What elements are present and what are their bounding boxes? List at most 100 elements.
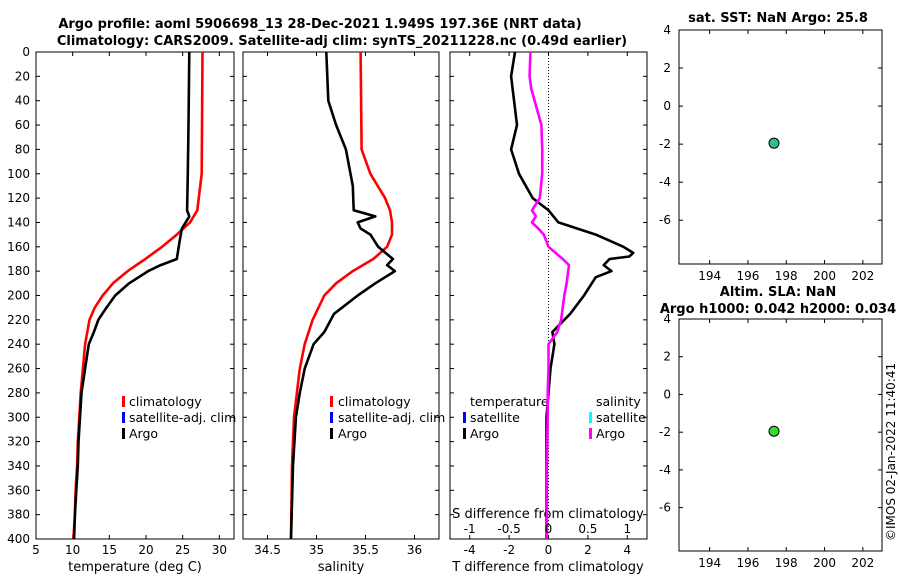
y-tick-label: -4 <box>659 463 671 477</box>
y-tick-label: 120 <box>7 191 30 205</box>
y-tick-label: 340 <box>7 459 30 473</box>
legend-label-sal-argo: Argo <box>596 426 625 441</box>
y-tick-label: 200 <box>7 289 30 303</box>
series-line-Argo <box>72 51 191 540</box>
x-tick-label: 2 <box>584 543 592 557</box>
y-tick-label: 180 <box>7 264 30 278</box>
series-line-climatology <box>289 51 394 540</box>
legend-marker-temp-argo <box>463 428 466 439</box>
legend-marker-sal-argo <box>589 428 592 439</box>
x-tick-label: -4 <box>464 543 476 557</box>
altim-panel-title-line2: Argo h1000: 0.042 h2000: 0.034 <box>660 302 896 317</box>
x-tick-label: 196 <box>736 556 759 570</box>
x-top-tick-label: -0.5 <box>497 522 520 536</box>
x-tick-label: 198 <box>775 269 798 283</box>
y-tick-label: 280 <box>7 386 30 400</box>
x-tick-label: 25 <box>175 543 190 557</box>
y-tick-label: 380 <box>7 508 30 522</box>
legend-label-argo: Argo <box>338 426 367 441</box>
x-tick-label: 194 <box>698 269 721 283</box>
y-tick-label: -2 <box>659 137 671 151</box>
legend-marker-satellite <box>330 412 333 423</box>
series-line-Argo <box>289 51 397 540</box>
y-tick-label: 0 <box>663 99 671 113</box>
legend-marker-argo <box>122 428 125 439</box>
x-tick-label: 30 <box>212 543 227 557</box>
y-tick-label: 4 <box>663 23 671 37</box>
legend-label-satellite: satellite-adj. clim <box>129 410 236 425</box>
x-tick-label: 35.5 <box>352 543 379 557</box>
x-tick-label: 194 <box>698 556 721 570</box>
y-tick-label: 60 <box>15 118 30 132</box>
series-line-climatology <box>72 51 204 540</box>
altim-panel-title-line1: Altim. SLA: NaN <box>720 285 836 300</box>
x-tick-label: 20 <box>138 543 153 557</box>
x-tick-label: 198 <box>775 556 798 570</box>
scatter-panel-SST <box>678 29 883 265</box>
legend-label-sal-satellite: satellite <box>596 410 646 425</box>
y-tick-label: 80 <box>15 142 30 156</box>
legend-label-temp-satellite: satellite <box>470 410 520 425</box>
profile-panel-difference-from-climatology <box>449 51 648 540</box>
series-line-salinity-Argo <box>528 51 571 539</box>
x-tick-label: -2 <box>503 543 515 557</box>
y-tick-label: 140 <box>7 215 30 229</box>
y-tick-label: 160 <box>7 240 30 254</box>
x-top-tick-label: -1 <box>464 522 476 536</box>
x-tick-label: 202 <box>851 269 874 283</box>
y-tick-label: 2 <box>663 61 671 75</box>
figure-title-line1: Argo profile: aoml 5906698_13 28-Dec-202… <box>58 17 581 32</box>
profile-panel-salinity <box>242 51 440 540</box>
y-tick-label: 0 <box>22 45 30 59</box>
imos-watermark: ©IMOS 02-Jan-2022 11:40:41 <box>884 363 898 541</box>
legend-label-temp-argo: Argo <box>470 426 499 441</box>
y-tick-label: 40 <box>15 94 30 108</box>
legend-marker-climatology <box>122 396 125 407</box>
x-top-tick-label: 0.5 <box>578 522 597 536</box>
temperature-xlabel: temperature (deg C) <box>68 560 202 575</box>
data-point <box>768 137 780 149</box>
plot-frame <box>35 51 235 540</box>
figure-title-line2: Climatology: CARS2009. Satellite-adj cli… <box>57 34 627 49</box>
x-tick-label: 196 <box>736 269 759 283</box>
x-tick-label: 200 <box>813 269 836 283</box>
y-tick-label: 320 <box>7 435 30 449</box>
salinity-xlabel: salinity <box>318 560 365 575</box>
y-tick-label: 260 <box>7 362 30 376</box>
x-tick-label: 200 <box>813 556 836 570</box>
x-top-tick-label: 0 <box>545 522 553 536</box>
legend-label-satellite: satellite-adj. clim <box>338 410 445 425</box>
y-tick-label: 220 <box>7 313 30 327</box>
y-tick-label: -2 <box>659 425 671 439</box>
x-tick-label: 0 <box>545 543 553 557</box>
difference-xlabel: T difference from climatology <box>451 560 644 575</box>
legend-marker-satellite <box>122 412 125 423</box>
y-tick-label: 2 <box>663 350 671 364</box>
legend-marker-temp-satellite <box>463 412 466 423</box>
salinity-legend: climatology satellite-adj. clim Argo <box>330 394 445 441</box>
difference-legend: temperature satellite Argo salinity sate… <box>463 394 646 441</box>
legend-marker-sal-satellite <box>589 412 592 423</box>
x-tick-label: 15 <box>102 543 117 557</box>
x-tick-label: 5 <box>32 543 40 557</box>
x-tick-label: 35 <box>309 543 324 557</box>
y-tick-label: 100 <box>7 167 30 181</box>
y-tick-label: -6 <box>659 501 671 515</box>
y-tick-label: -6 <box>659 213 671 227</box>
legend-marker-climatology <box>330 396 333 407</box>
x-tick-label: 4 <box>623 543 631 557</box>
x-top-tick-label: 1 <box>623 522 631 536</box>
plot-frame <box>678 29 883 265</box>
x-tick-label: 36 <box>407 543 422 557</box>
y-tick-label: -4 <box>659 175 671 189</box>
y-tick-label: 360 <box>7 483 30 497</box>
y-tick-label: 0 <box>663 387 671 401</box>
legend-label-climatology: climatology <box>129 394 202 409</box>
scatter-panel-Altimetry <box>678 318 883 552</box>
plot-frame <box>678 318 883 552</box>
legend-title-salinity: salinity <box>596 394 641 409</box>
legend-marker-argo <box>330 428 333 439</box>
legend-label-argo: Argo <box>129 426 158 441</box>
profile-panel-temperature <box>35 51 235 540</box>
